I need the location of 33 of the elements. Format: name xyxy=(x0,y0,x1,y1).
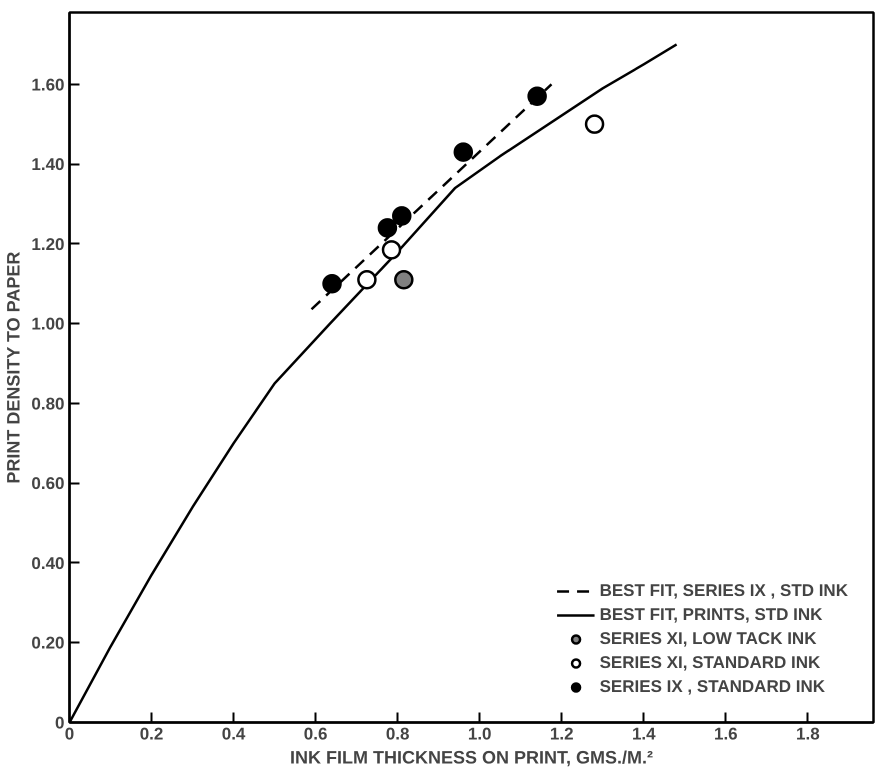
point xyxy=(584,114,604,134)
x-tick-label: 0.2 xyxy=(140,724,164,744)
y-tick-label: 0.20 xyxy=(31,634,65,653)
y-tick-label: 1.00 xyxy=(31,314,65,334)
legend-label: BEST FIT, SERIES IX , STD INK xyxy=(600,581,848,601)
y-tick-label: 0.60 xyxy=(31,474,65,494)
point xyxy=(527,86,547,106)
y-tick-label: 1.40 xyxy=(31,155,65,174)
x-tick-label: 0.8 xyxy=(386,724,410,744)
x-tick-label: 0.6 xyxy=(304,724,328,744)
y-tick-label: 0.40 xyxy=(31,554,65,573)
x-tick-label: 1.8 xyxy=(796,724,820,744)
point xyxy=(357,270,377,290)
x-tick-label: 1.0 xyxy=(468,724,492,744)
x-tick-label: 0.4 xyxy=(222,724,246,744)
point xyxy=(454,142,474,162)
point xyxy=(378,218,398,238)
y-axis-title: PRINT DENSITY TO PAPER xyxy=(3,252,24,484)
y-tick-label: 1.60 xyxy=(31,75,65,94)
y-tick-label: 0.80 xyxy=(31,394,65,414)
x-axis-title: INK FILM THICKNESS ON PRINT, GMS./M.² xyxy=(290,748,654,768)
y-tick-label: 1.20 xyxy=(31,234,65,254)
point xyxy=(394,270,414,290)
x-tick-label: 1.2 xyxy=(550,724,574,744)
x-tick-label: 1.6 xyxy=(714,724,738,744)
point xyxy=(382,240,402,260)
point xyxy=(322,274,342,294)
x-tick-label: 1.4 xyxy=(632,724,656,744)
legend-label: BEST FIT, PRINTS, STD INK xyxy=(600,605,822,625)
legend-label: SERIES XI, LOW TACK INK xyxy=(600,629,816,649)
point xyxy=(392,206,412,226)
legend-label: SERIES IX , STANDARD INK xyxy=(600,677,825,697)
legend-label: SERIES XI, STANDARD INK xyxy=(600,653,820,673)
